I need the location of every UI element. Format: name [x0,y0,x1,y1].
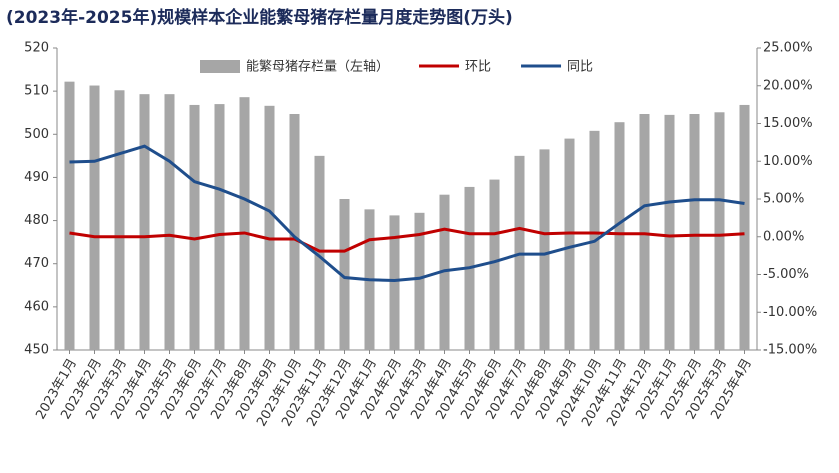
bar [139,94,150,350]
y2-tick-label: 0.00% [763,229,804,244]
legend-label: 同比 [567,60,593,75]
y-tick-label: 520 [24,41,49,56]
y-tick-label: 490 [24,170,49,185]
bar [689,114,700,350]
y2-tick-label: -15.00% [763,343,817,358]
bar [739,104,750,350]
bar [189,104,200,350]
y-tick-label: 450 [24,343,49,358]
bar [564,138,575,350]
bar [489,179,500,350]
bar [714,112,725,350]
y2-tick-label: 5.00% [763,192,804,207]
line [69,226,745,253]
bar [114,90,125,350]
bar [664,114,675,350]
bar [614,122,625,350]
y-tick-label: 480 [24,213,49,228]
y-tick-label: 500 [24,127,49,142]
bar [164,94,175,350]
y2-tick-label: -10.00% [763,305,817,320]
bar [314,155,325,350]
bar [389,215,400,350]
bar [214,104,225,350]
y2-tick-label: 10.00% [763,154,813,169]
y-tick-label: 460 [24,299,49,314]
y-tick-label: 470 [24,256,49,271]
y2-tick-label: -5.00% [763,267,809,282]
line [69,144,745,283]
y-tick-label: 510 [24,84,49,99]
y2-tick-label: 25.00% [763,41,813,56]
y2-tick-label: 15.00% [763,116,813,131]
legend-swatch [200,60,240,73]
bar [264,105,275,350]
legend-label: 能繁母猪存栏量（左轴） [246,59,389,75]
bar [89,85,100,350]
bar [539,149,550,350]
bar [289,114,300,350]
bar [639,114,650,350]
bar [414,212,425,350]
chart-title: (2023年-2025年)规模样本企业能繁母猪存栏量月度走势图(万头) [6,7,513,28]
y2-tick-label: 20.00% [763,78,813,93]
bar [239,97,250,350]
legend-label: 环比 [465,60,491,75]
bar [439,194,450,350]
bar [64,81,75,350]
bar [339,199,350,350]
